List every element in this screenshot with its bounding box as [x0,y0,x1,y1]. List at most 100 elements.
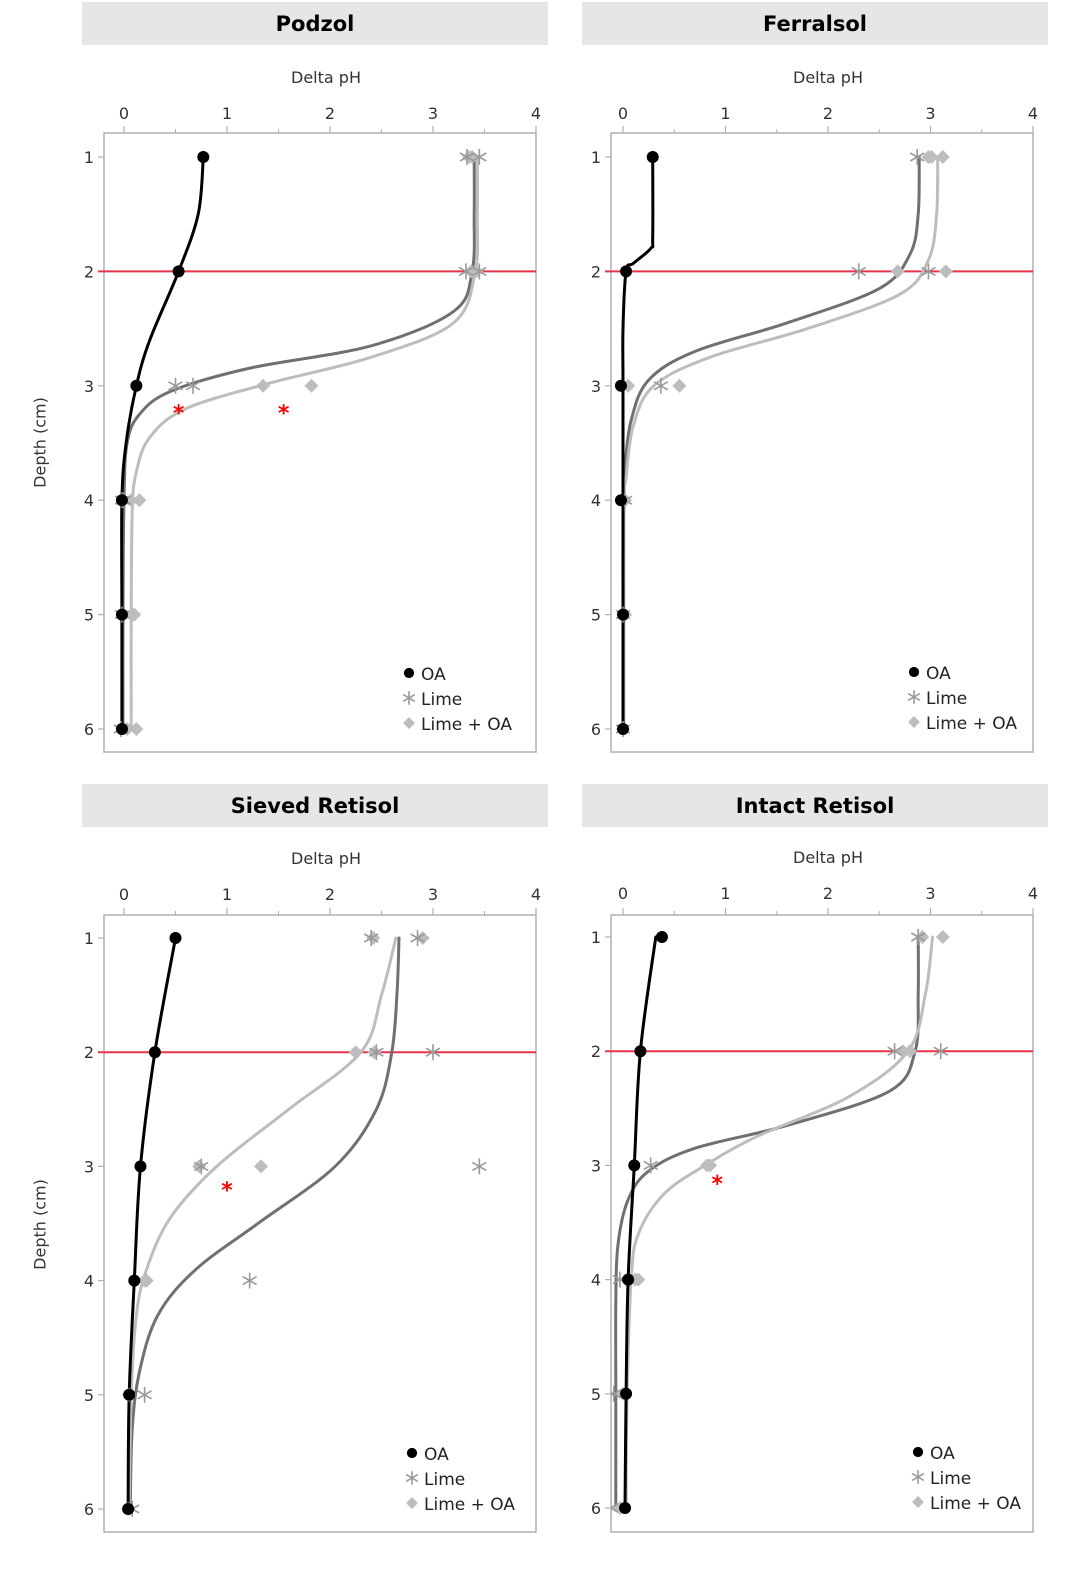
legend-marker-circle [908,666,920,678]
x-tick-label: 1 [222,104,232,123]
data-point-lime-stroke [242,1275,257,1286]
x-tick-label: 3 [925,104,935,123]
x-tick-label: 3 [428,885,438,904]
data-point-lime-oa [903,1044,917,1059]
data-point-lime-oa [924,150,939,164]
data-point-lime [909,149,925,165]
legend-label: OA [930,1444,955,1464]
data-point-lime [410,930,425,946]
data-point-lime-stroke [472,152,487,162]
legend-label: Lime + OA [930,1494,1021,1514]
legend-marker-asterisk-stroke [405,1473,419,1483]
data-point-lime [910,929,926,945]
data-point-oa [619,1502,632,1514]
data-point-oa [628,1159,641,1172]
data-point-lime-stroke [851,266,867,277]
data-point-oa [115,608,128,621]
legend: OA Lime Lime + OA [911,1444,1021,1514]
data-point-oa [148,1046,161,1059]
data-point-lime [611,1385,622,1402]
data-point-oa [634,1045,647,1058]
y-tick-label: 3 [84,377,94,396]
legend-marker-circle [912,1446,924,1458]
data-point-lime [472,149,487,165]
data-point-lime-stroke [611,1503,619,1509]
data-point-lime-oa [938,264,953,279]
data-point-oa [172,265,185,278]
data-point-oa [134,1160,147,1173]
x-tick-label: 4 [531,885,541,904]
x-tick-label: 4 [1028,104,1038,123]
data-point-lime-oa [890,264,905,279]
data-point-lime-oa [935,930,950,944]
data-point-lime-oa [366,931,381,945]
data-point-lime-stroke [193,1161,209,1172]
data-point-lime-stroke [921,266,936,277]
legend-marker-diamond [403,717,415,729]
y-tick-label: 3 [84,1157,94,1176]
data-point-lime [643,1157,659,1174]
plot-frame [610,914,1034,1533]
legend-marker-diamond [406,1497,418,1509]
x-tick-label: 2 [823,104,833,123]
panel-ferralsol: Delta pH 0 1 2 3 4 1 2 3 4 5 6 OA Lime Lime + OA [591,68,1038,753]
data-point-lime-oa [304,378,319,393]
plot-area [121,930,487,1517]
data-point-lime [653,377,669,394]
data-point-oa [115,723,128,735]
y-tick-label: 4 [84,1272,94,1291]
data-point-lime-stroke [472,266,487,277]
y-tick-label: 3 [591,1156,601,1175]
data-point-oa [655,931,668,943]
data-point-lime-oa [672,378,687,393]
panel-podzol: Delta pH 0 1 2 3 4 1 2 3 4 5 6 * * OA Lime Lime + OA [84,68,541,753]
y-tick-label: 1 [84,929,94,948]
plot-frame [103,132,537,753]
legend-marker-circle [403,667,415,679]
data-point-lime-stroke [933,1046,949,1056]
data-point-lime-oa [348,1045,363,1060]
series-line-lime-oa [622,155,940,731]
panel-intact-retisol: Delta pH 0 1 2 3 4 1 2 3 4 5 6 * OA Lime Lime + OA [591,848,1038,1533]
series-line-oa [621,155,655,731]
data-point-oa [617,608,629,621]
y-tick-label: 6 [84,1500,94,1519]
x-tick-label: 1 [720,104,730,123]
data-point-lime-oa [631,1272,646,1287]
legend-label: Lime [930,1469,971,1489]
data-point-lime-oa [256,378,271,393]
x-tick-label: 1 [720,884,730,903]
data-point-lime-oa [127,607,142,622]
y-tick-label: 5 [591,606,601,625]
y-tick-label: 6 [591,720,601,739]
plot-area [113,149,487,737]
data-point-lime [851,263,867,280]
x-tick-label: 0 [119,104,129,123]
data-point-lime [193,1158,209,1175]
data-point-oa [123,1388,136,1401]
data-point-oa [130,379,143,392]
y-tick-label: 5 [84,606,94,625]
data-point-lime-stroke [369,1047,384,1057]
data-point-lime [425,1044,441,1061]
data-point-lime [933,1043,949,1060]
x-tick-label: 2 [325,104,335,123]
y-tick-label: 3 [591,377,601,396]
plot-frame [103,914,537,1533]
data-point-oa [617,723,629,735]
x-axis-label: Delta pH [793,68,863,87]
legend-label: Lime [424,1470,465,1490]
data-point-lime-stroke [363,933,379,943]
y-tick-label: 2 [84,262,94,281]
legend-label: Lime + OA [424,1495,515,1515]
data-point-lime-oa [129,722,144,736]
plot-frame [610,132,1034,753]
data-point-lime-oa [139,1273,154,1288]
y-tick-label: 2 [591,262,601,281]
data-point-lime [168,377,183,394]
data-point-lime [611,1500,619,1516]
y-tick-label: 6 [84,720,94,739]
data-point-lime-oa [703,1158,718,1173]
data-point-lime-stroke [611,1391,622,1399]
data-point-oa [122,1503,135,1515]
